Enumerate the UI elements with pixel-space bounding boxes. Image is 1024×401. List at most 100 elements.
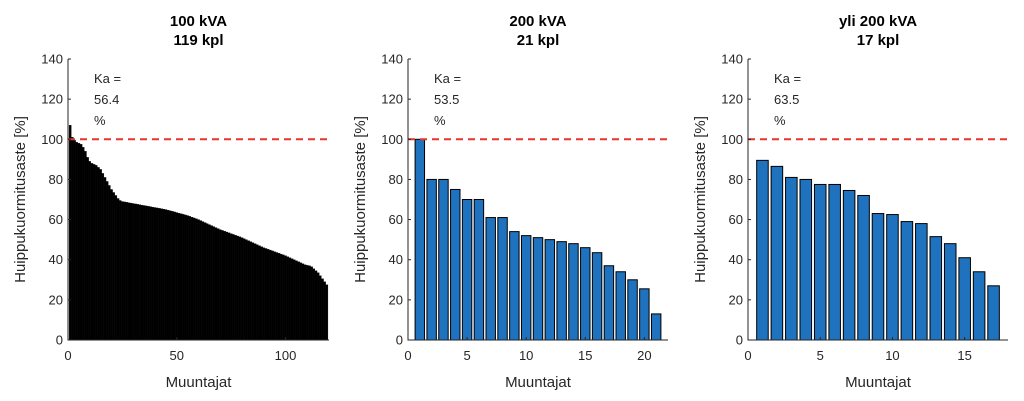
bar bbox=[184, 214, 187, 341]
bar bbox=[544, 239, 556, 341]
bar bbox=[273, 251, 276, 341]
y-tick-label: 100 bbox=[41, 132, 63, 147]
x-tick-label: 50 bbox=[170, 348, 184, 363]
bar bbox=[288, 257, 292, 341]
y-tick-label: 80 bbox=[729, 172, 743, 187]
bar bbox=[301, 263, 305, 341]
mean-annotation-line-3: % bbox=[94, 113, 106, 128]
bar bbox=[886, 214, 899, 341]
y-tick-label: 20 bbox=[49, 292, 63, 307]
bar bbox=[116, 198, 120, 341]
bar bbox=[112, 192, 115, 341]
y-tick-label: 40 bbox=[729, 252, 743, 267]
bar bbox=[308, 265, 311, 341]
bar bbox=[179, 213, 183, 341]
y-axis-label: Huippukuormitusaste [%] bbox=[352, 116, 369, 283]
bar bbox=[151, 206, 155, 341]
bar bbox=[177, 212, 181, 341]
x-tick-label: 15 bbox=[578, 348, 592, 363]
bar bbox=[84, 151, 87, 341]
bar bbox=[92, 164, 96, 341]
mean-annotation-line-2: 56.4 bbox=[94, 92, 119, 107]
bar bbox=[255, 244, 259, 341]
y-tick-label: 100 bbox=[381, 132, 403, 147]
bar bbox=[99, 169, 102, 341]
x-tick-label: 100 bbox=[275, 348, 297, 363]
bar bbox=[260, 246, 263, 341]
chart-title-line-2: 21 kpl bbox=[517, 32, 560, 49]
bar bbox=[81, 147, 85, 341]
y-tick-label: 120 bbox=[381, 92, 403, 107]
mean-annotation-line-3: % bbox=[434, 113, 446, 128]
bar bbox=[756, 159, 769, 341]
bar bbox=[312, 268, 316, 341]
bar bbox=[520, 235, 532, 341]
bar bbox=[615, 271, 626, 341]
bar bbox=[186, 215, 189, 341]
chart-title-line-2: 119 kpl bbox=[173, 32, 223, 49]
bar bbox=[627, 279, 638, 341]
bar bbox=[473, 199, 485, 341]
bar bbox=[943, 243, 957, 341]
bar bbox=[639, 288, 650, 341]
bar bbox=[166, 209, 170, 341]
bar bbox=[958, 257, 971, 341]
bar bbox=[799, 178, 813, 341]
bar bbox=[603, 265, 615, 341]
bar bbox=[188, 216, 192, 341]
bar bbox=[158, 208, 161, 341]
bar bbox=[73, 140, 76, 341]
bar bbox=[225, 231, 229, 341]
bar bbox=[277, 253, 281, 341]
y-tick-label: 120 bbox=[41, 92, 63, 107]
chart-panel-3: 0 20 40 60 80 100 120 140 0 5 10 15 yli 200 kVA 17 kp… bbox=[692, 13, 1008, 391]
x-tick-label: 0 bbox=[64, 348, 71, 363]
bar bbox=[284, 255, 287, 341]
bar bbox=[871, 213, 885, 341]
bar bbox=[509, 231, 520, 341]
y-tick-label: 80 bbox=[389, 172, 403, 187]
bar bbox=[271, 250, 274, 341]
bar bbox=[127, 202, 131, 341]
bar bbox=[900, 221, 914, 341]
x-tick-label: 5 bbox=[463, 348, 470, 363]
x-tick-label: 5 bbox=[817, 348, 824, 363]
bar bbox=[110, 189, 113, 341]
bar bbox=[221, 230, 224, 341]
bar bbox=[90, 163, 94, 341]
bar bbox=[987, 285, 1000, 341]
bar bbox=[175, 212, 178, 341]
bar bbox=[232, 234, 235, 341]
x-axis-label: Muuntajat bbox=[505, 374, 572, 391]
bar bbox=[212, 226, 215, 341]
bar bbox=[461, 199, 473, 341]
bar bbox=[121, 201, 124, 341]
bar bbox=[297, 261, 300, 341]
bar bbox=[86, 157, 89, 341]
bar bbox=[195, 218, 198, 341]
y-axis-label: Huippukuormitusaste [%] bbox=[12, 116, 29, 283]
bar bbox=[162, 208, 165, 341]
bar bbox=[556, 241, 567, 341]
y-tick-label: 100 bbox=[721, 132, 743, 147]
x-tick-label: 15 bbox=[957, 348, 971, 363]
y-tick-label: 20 bbox=[729, 292, 743, 307]
bar bbox=[147, 206, 150, 341]
bar bbox=[316, 272, 320, 341]
bar bbox=[219, 229, 222, 341]
bar bbox=[229, 233, 233, 341]
bar bbox=[77, 143, 81, 341]
chart-title-line-1: 100 kVA bbox=[170, 13, 227, 30]
mean-annotation-line-1: Ka = bbox=[774, 71, 801, 86]
bar bbox=[75, 142, 78, 341]
bar bbox=[290, 258, 294, 341]
bar bbox=[286, 256, 289, 341]
bar bbox=[279, 253, 283, 341]
x-tick-label: 0 bbox=[744, 348, 751, 363]
bar bbox=[426, 178, 437, 341]
bar bbox=[242, 238, 246, 341]
bar bbox=[258, 245, 261, 341]
bar bbox=[223, 231, 226, 341]
bar bbox=[123, 201, 126, 341]
y-tick-label: 60 bbox=[49, 212, 63, 227]
